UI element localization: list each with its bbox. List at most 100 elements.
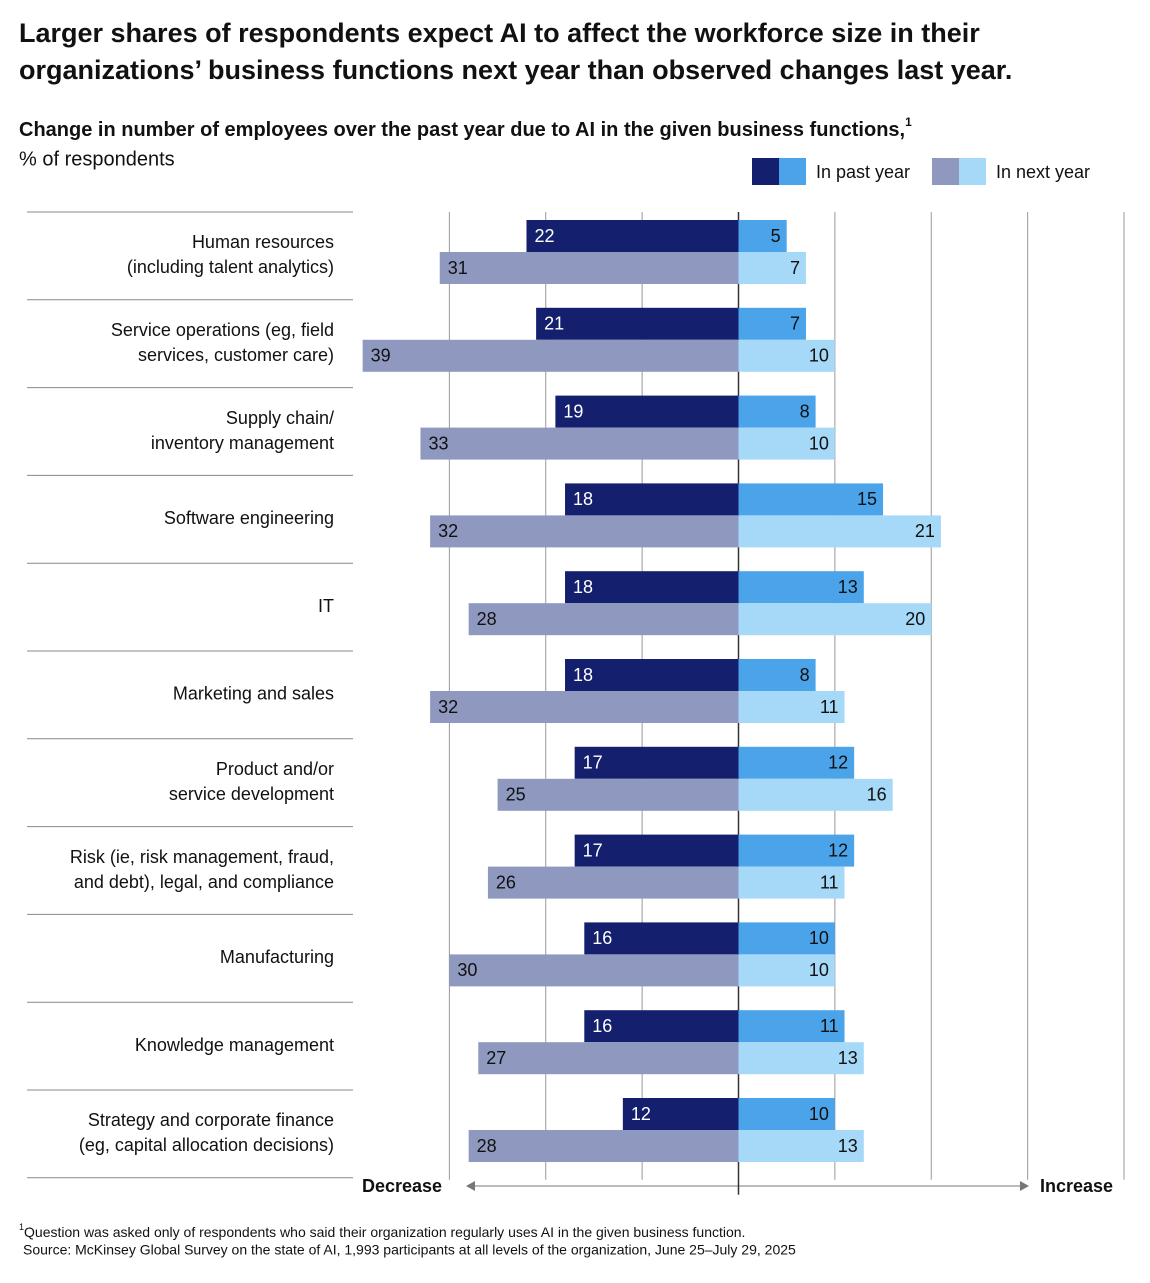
bar: [574, 834, 739, 867]
value-label: 28: [477, 609, 497, 629]
value-label: 22: [534, 226, 554, 246]
value-label: 5: [771, 226, 781, 246]
bar: [738, 746, 855, 779]
value-label: 18: [573, 577, 593, 597]
source: Source: McKinsey Global Survey on the st…: [23, 1242, 796, 1258]
arrow-head: [466, 1181, 475, 1191]
category-label: Strategy and corporate finance: [88, 1110, 334, 1130]
bar: [738, 922, 835, 955]
value-label: 12: [828, 753, 848, 773]
legend-label: In next year: [996, 162, 1090, 182]
chart-subtitle: Change in number of employees over the p…: [19, 115, 912, 141]
category-label: (including talent analytics): [127, 257, 334, 277]
bar: [738, 691, 845, 723]
bar: [478, 1042, 739, 1075]
bar: [738, 834, 855, 867]
bar: [526, 220, 739, 252]
bar: [497, 778, 739, 811]
subtitle-text: Change in number of employees over the p…: [19, 119, 905, 141]
value-label: 33: [428, 433, 448, 453]
bar: [738, 571, 864, 604]
bar: [738, 1010, 845, 1043]
bar: [468, 1130, 739, 1162]
value-label: 25: [506, 785, 526, 805]
bar: [738, 603, 932, 636]
value-label: 31: [448, 258, 468, 278]
increase-label: Increase: [1040, 1176, 1113, 1196]
bar: [449, 954, 739, 987]
legend-swatch: [779, 158, 806, 185]
bar: [738, 1042, 864, 1075]
footnote-marker: 1: [19, 1222, 24, 1232]
footnote: 1Question was asked only of respondents …: [19, 1222, 745, 1239]
bar: [738, 659, 816, 691]
bar: [738, 954, 835, 987]
bar: [738, 1098, 835, 1130]
bar: [565, 483, 739, 516]
category-label: IT: [318, 596, 334, 616]
legend-swatch: [959, 158, 986, 185]
category-label: service development: [169, 784, 334, 804]
value-label: 11: [820, 872, 839, 892]
bar: [738, 483, 884, 516]
bar: [584, 922, 739, 955]
footnote-text: Question was asked only of respondents w…: [24, 1224, 745, 1240]
value-label: 7: [790, 314, 800, 334]
value-label: 10: [809, 1104, 829, 1124]
category-label: (eg, capital allocation decisions): [79, 1135, 334, 1155]
category-label: Supply chain/: [226, 408, 334, 428]
value-label: 10: [809, 960, 829, 980]
category-label: Manufacturing: [220, 947, 334, 967]
bar: [738, 395, 816, 428]
value-label: 16: [867, 785, 887, 805]
bar: [738, 339, 835, 372]
value-label: 27: [486, 1048, 506, 1068]
bar: [738, 427, 835, 460]
bar: [565, 659, 739, 691]
value-label: 17: [583, 753, 603, 773]
value-label: 16: [592, 928, 612, 948]
bar: [536, 307, 739, 340]
bar: [738, 252, 806, 284]
bar: [565, 571, 739, 604]
bar: [738, 515, 941, 548]
value-label: 8: [800, 401, 810, 421]
value-label: 18: [573, 489, 593, 509]
bar: [574, 746, 739, 779]
value-label: 21: [915, 521, 935, 541]
bar: [430, 515, 739, 548]
category-label: Knowledge management: [135, 1035, 334, 1055]
value-label: 13: [838, 577, 858, 597]
value-label: 17: [583, 840, 603, 860]
bar: [584, 1010, 739, 1043]
bar: [420, 427, 739, 460]
value-label: 20: [905, 609, 925, 629]
footnote-marker: 1: [905, 115, 912, 129]
bar: [738, 778, 893, 811]
category-label: Product and/or: [216, 759, 334, 779]
bar: [487, 866, 739, 899]
bar: [555, 395, 739, 428]
value-label: 21: [544, 314, 564, 334]
category-label: inventory management: [151, 433, 334, 453]
legend-swatch: [752, 158, 779, 185]
bar: [362, 339, 739, 372]
value-label: 11: [820, 697, 839, 717]
bar: [738, 866, 845, 899]
value-label: 10: [809, 928, 829, 948]
bar: [622, 1098, 739, 1130]
category-label: Human resources: [192, 232, 334, 252]
value-label: 13: [838, 1136, 858, 1156]
decrease-label: Decrease: [362, 1176, 442, 1196]
arrow-head: [1020, 1181, 1029, 1191]
category-label: Software engineering: [164, 508, 334, 528]
category-label: Marketing and sales: [173, 684, 334, 704]
value-label: 12: [631, 1104, 651, 1124]
value-label: 16: [592, 1016, 612, 1036]
value-label: 11: [820, 1016, 839, 1036]
value-label: 32: [438, 521, 458, 541]
value-label: 39: [371, 346, 391, 366]
chart-title: organizations’ business functions next y…: [19, 55, 1012, 85]
category-label: and debt), legal, and compliance: [74, 872, 334, 892]
